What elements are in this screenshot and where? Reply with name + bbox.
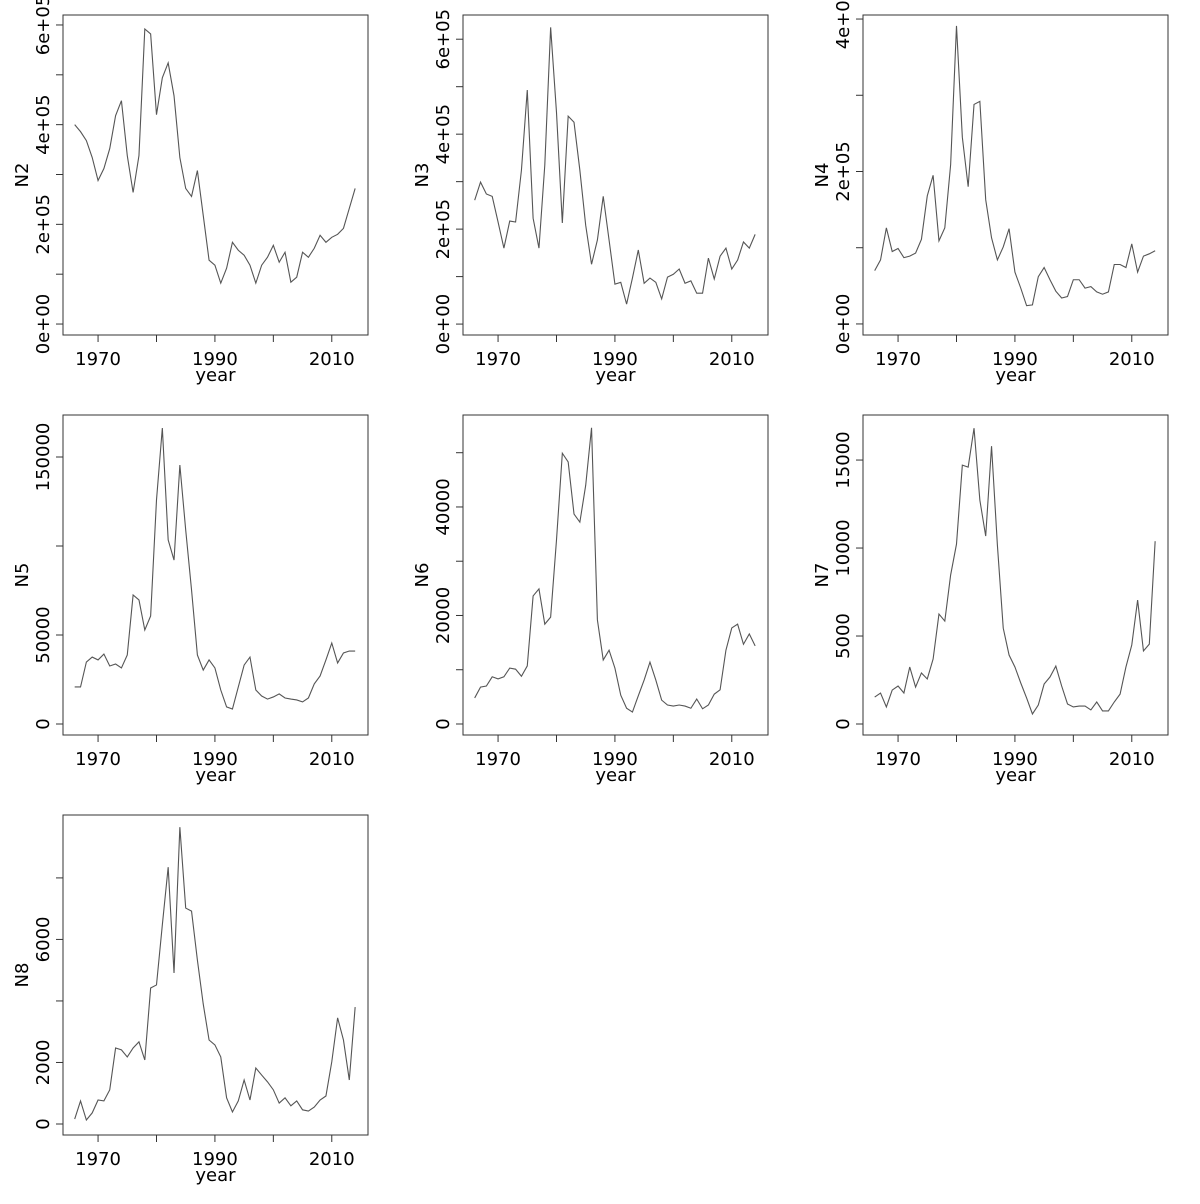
x-tick-label: 1990 [192,349,238,370]
x-axis-label: year [195,1165,236,1186]
data-line [874,25,1156,307]
y-axis-label: N3 [412,163,433,188]
y-tick-label: 50000 [33,606,54,663]
x-tick-label: 1990 [192,749,238,770]
x-tick-label: 1990 [592,749,638,770]
y-tick-label: 40000 [433,478,454,535]
y-axis-label: N4 [812,163,833,188]
x-axis-label: year [195,365,236,386]
data-line [874,428,1156,716]
y-tick-label: 2e+05 [833,141,854,202]
y-axis-label: N5 [12,563,33,588]
x-axis-label: year [995,365,1036,386]
x-tick-label: 2010 [709,349,755,370]
x-axis-label: year [995,765,1036,786]
y-tick-label: 0 [833,718,854,729]
x-tick-label: 2010 [309,349,355,370]
y-tick-label: 4e+05 [833,0,854,49]
y-tick-label: 0 [33,718,54,729]
plot-box [62,814,369,1136]
y-tick-label: 0e+00 [433,294,454,355]
y-tick-label: 4e+05 [433,104,454,165]
x-tick-label: 2010 [1109,749,1155,770]
data-line [74,827,356,1122]
y-tick-label: 2e+05 [433,199,454,260]
x-tick-label: 2010 [309,749,355,770]
x-tick-label: 2010 [1109,349,1155,370]
plot-box [462,414,769,736]
y-tick-label: 2000 [33,1040,54,1086]
data-line [474,27,756,305]
y-tick-label: 6000 [33,917,54,963]
plot-box [862,14,1169,336]
plot-box [62,414,369,736]
y-tick-label: 0e+00 [833,294,854,355]
y-axis-label: N8 [12,963,33,988]
y-tick-label: 15000 [833,431,854,488]
x-tick-label: 1970 [75,1149,121,1170]
x-tick-label: 1970 [875,349,921,370]
x-tick-label: 2010 [709,749,755,770]
y-axis-label: N2 [12,163,33,188]
data-line [74,27,356,285]
y-axis-label: N6 [412,563,433,588]
x-tick-label: 1970 [475,749,521,770]
x-axis-label: year [595,765,636,786]
x-axis-label: year [595,365,636,386]
y-tick-label: 6e+05 [33,0,54,55]
y-tick-label: 6e+05 [433,9,454,70]
x-tick-label: 1990 [992,349,1038,370]
data-line [474,427,756,713]
y-axis-label: N7 [812,563,833,588]
plot-box [862,414,1169,736]
y-tick-label: 150000 [33,423,54,492]
y-tick-label: 0 [33,1118,54,1129]
y-tick-label: 4e+05 [33,94,54,155]
x-tick-label: 1970 [75,749,121,770]
data-line [74,427,356,710]
y-tick-label: 5000 [833,613,854,659]
x-tick-label: 1970 [475,349,521,370]
x-tick-label: 1990 [992,749,1038,770]
x-tick-label: 2010 [309,1149,355,1170]
y-tick-label: 0 [433,718,454,729]
x-tick-label: 1970 [875,749,921,770]
y-tick-label: 0e+00 [33,294,54,355]
y-tick-label: 10000 [833,519,854,576]
x-tick-label: 1990 [192,1149,238,1170]
plot-box [462,14,769,336]
x-tick-label: 1970 [75,349,121,370]
x-tick-label: 1990 [592,349,638,370]
plot-box [62,14,369,336]
y-tick-label: 20000 [433,587,454,644]
x-axis-label: year [195,765,236,786]
y-tick-label: 2e+05 [33,194,54,255]
